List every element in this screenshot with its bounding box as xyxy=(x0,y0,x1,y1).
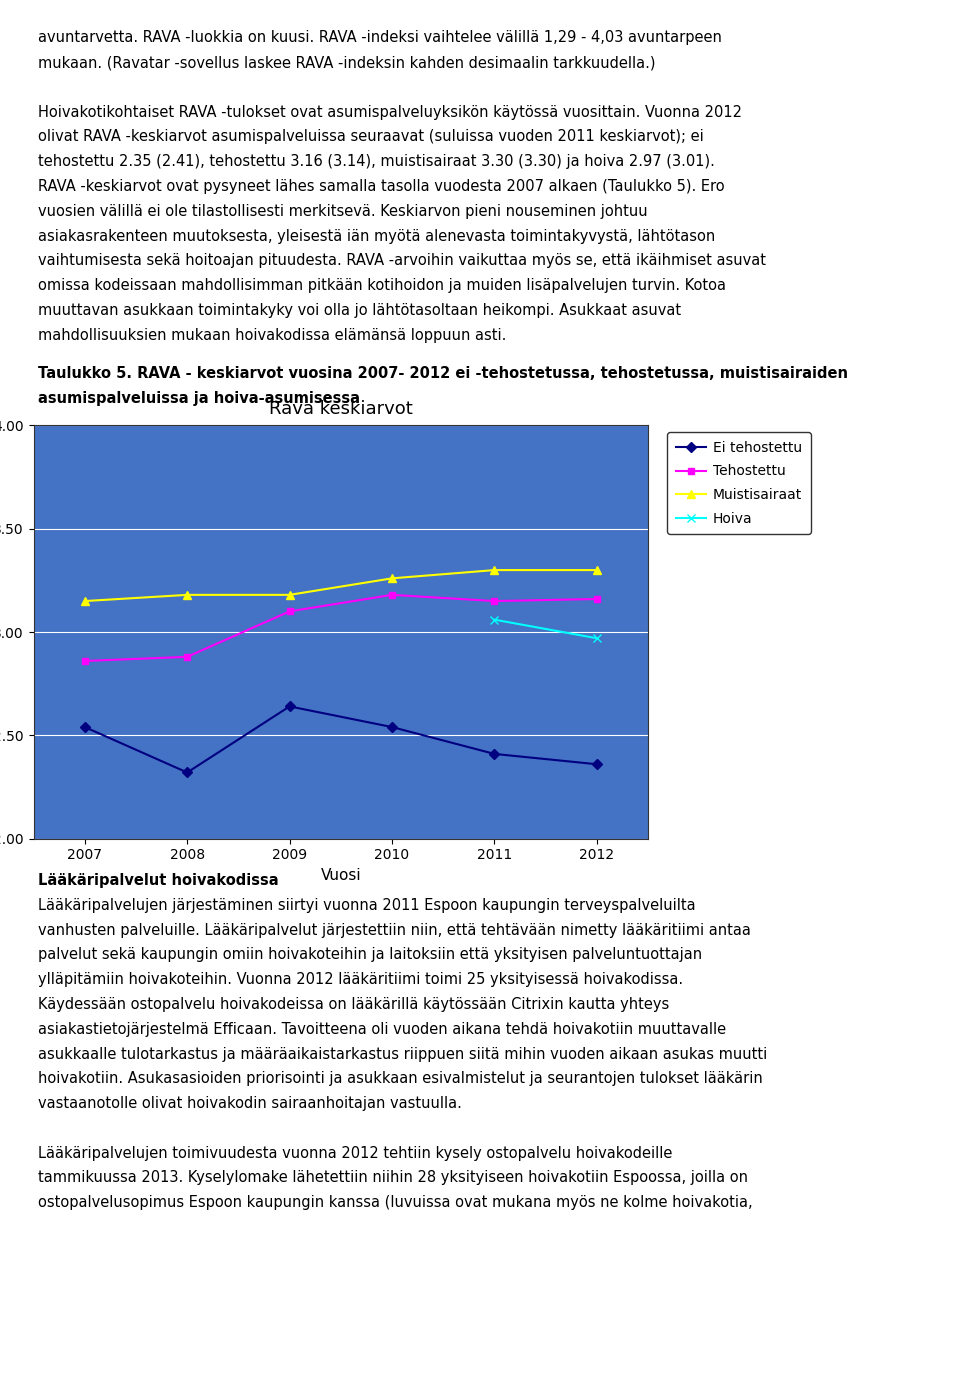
Muistisairaat xyxy=(284,587,296,603)
Text: vastaanotolle olivat hoivakodin sairaanhoitajan vastuulla.: vastaanotolle olivat hoivakodin sairaanh… xyxy=(38,1096,463,1111)
Text: hoivakotiin. Asukasasioiden priorisointi ja asukkaan esivalmistelut ja seurantoj: hoivakotiin. Asukasasioiden priorisointi… xyxy=(38,1071,763,1086)
Text: tammikuussa 2013. Kyselylomake lähetettiin niihin 28 yksityiseen hoivakotiin Esp: tammikuussa 2013. Kyselylomake lähetetti… xyxy=(38,1170,749,1186)
Text: mukaan. (Ravatar -sovellus laskee RAVA -indeksin kahden desimaalin tarkkuudella.: mukaan. (Ravatar -sovellus laskee RAVA -… xyxy=(38,55,656,70)
Muistisairaat xyxy=(181,587,193,603)
Text: olivat RAVA -keskiarvot asumispalveluissa seuraavat (suluissa vuoden 2011 keskia: olivat RAVA -keskiarvot asumispalveluiss… xyxy=(38,129,704,145)
Line: Muistisairaat: Muistisairaat xyxy=(81,566,601,606)
Text: Taulukko 5. RAVA - keskiarvot vuosina 2007- 2012 ei -tehostetussa, tehostetussa,: Taulukko 5. RAVA - keskiarvot vuosina 20… xyxy=(38,366,849,381)
Text: vanhusten palveluille. Lääkäripalvelut järjestettiin niin, että tehtävään nimett: vanhusten palveluille. Lääkäripalvelut j… xyxy=(38,923,752,938)
Line: Hoiva: Hoiva xyxy=(491,616,601,643)
Tehostettu xyxy=(181,649,193,665)
Ei tehostettu xyxy=(386,719,397,735)
X-axis label: Vuosi: Vuosi xyxy=(321,868,361,883)
Text: ostopalvelusopimus Espoon kaupungin kanssa (luvuissa ovat mukana myös ne kolme h: ostopalvelusopimus Espoon kaupungin kans… xyxy=(38,1195,753,1210)
Text: vuosien välillä ei ole tilastollisesti merkitsevä. Keskiarvon pieni nouseminen j: vuosien välillä ei ole tilastollisesti m… xyxy=(38,204,648,219)
Muistisairaat xyxy=(386,570,397,587)
Text: asiakastietojärjestelmä Efficaan. Tavoitteena oli vuoden aikana tehdä hoivakotii: asiakastietojärjestelmä Efficaan. Tavoit… xyxy=(38,1022,727,1037)
Text: ylläpitämiin hoivakoteihin. Vuonna 2012 lääkäritiimi toimi 25 yksityisessä hoiva: ylläpitämiin hoivakoteihin. Vuonna 2012 … xyxy=(38,972,684,987)
Ei tehostettu xyxy=(181,764,193,781)
Line: Tehostettu: Tehostettu xyxy=(82,591,600,665)
Muistisairaat xyxy=(489,562,500,578)
Text: tehostettu 2.35 (2.41), tehostettu 3.16 (3.14), muistisairaat 3.30 (3.30) ja hoi: tehostettu 2.35 (2.41), tehostettu 3.16 … xyxy=(38,154,715,169)
Text: asukkaalle tulotarkastus ja määräaikaistarkastus riippuen siitä mihin vuoden aik: asukkaalle tulotarkastus ja määräaikaist… xyxy=(38,1047,768,1062)
Muistisairaat xyxy=(79,592,90,609)
Text: Lääkäripalvelujen järjestäminen siirtyi vuonna 2011 Espoon kaupungin terveyspalv: Lääkäripalvelujen järjestäminen siirtyi … xyxy=(38,898,696,913)
Tehostettu xyxy=(591,591,603,607)
Line: Ei tehostettu: Ei tehostettu xyxy=(82,702,600,777)
Tehostettu xyxy=(284,603,296,620)
Text: omissa kodeissaan mahdollisimman pitkään kotihoidon ja muiden lisäpalvelujen tur: omissa kodeissaan mahdollisimman pitkään… xyxy=(38,278,727,293)
Muistisairaat xyxy=(591,562,603,578)
Text: asumispalveluissa ja hoiva-asumisessa: asumispalveluissa ja hoiva-asumisessa xyxy=(38,391,360,406)
Hoiva xyxy=(591,631,603,647)
Tehostettu xyxy=(489,592,500,609)
Text: asiakasrakenteen muutoksesta, yleisestä iän myötä alenevasta toimintakyvystä, lä: asiakasrakenteen muutoksesta, yleisestä … xyxy=(38,229,715,244)
Ei tehostettu xyxy=(591,756,603,772)
Tehostettu xyxy=(79,653,90,669)
Text: RAVA -keskiarvot ovat pysyneet lähes samalla tasolla vuodesta 2007 alkaen (Taulu: RAVA -keskiarvot ovat pysyneet lähes sam… xyxy=(38,179,725,194)
Hoiva xyxy=(489,611,500,628)
Ei tehostettu xyxy=(284,698,296,715)
Text: muuttavan asukkaan toimintakyky voi olla jo lähtötasoltaan heikompi. Asukkaat as: muuttavan asukkaan toimintakyky voi olla… xyxy=(38,303,682,318)
Text: avuntarvetta. RAVA -luokkia on kuusi. RAVA -indeksi vaihtelee välillä 1,29 - 4,0: avuntarvetta. RAVA -luokkia on kuusi. RA… xyxy=(38,30,722,45)
Ei tehostettu xyxy=(489,746,500,763)
Tehostettu xyxy=(386,587,397,603)
Text: palvelut sekä kaupungin omiin hoivakoteihin ja laitoksiin että yksityisen palvel: palvelut sekä kaupungin omiin hoivakotei… xyxy=(38,947,703,963)
Ei tehostettu xyxy=(79,719,90,735)
Text: mahdollisuuksien mukaan hoivakodissa elämänsä loppuun asti.: mahdollisuuksien mukaan hoivakodissa elä… xyxy=(38,328,507,343)
Legend: Ei tehostettu, Tehostettu, Muistisairaat, Hoiva: Ei tehostettu, Tehostettu, Muistisairaat… xyxy=(667,432,810,534)
Text: Lääkäripalvelut hoivakodissa: Lääkäripalvelut hoivakodissa xyxy=(38,873,279,888)
Text: Käydessään ostopalvelu hoivakodeissa on lääkärillä käytössään Citrixin kautta yh: Käydessään ostopalvelu hoivakodeissa on … xyxy=(38,997,670,1012)
Text: Hoivakotikohtaiset RAVA -tulokset ovat asumispalveluyksikön käytössä vuosittain.: Hoivakotikohtaiset RAVA -tulokset ovat a… xyxy=(38,105,742,120)
Text: Lääkäripalvelujen toimivuudesta vuonna 2012 tehtiin kysely ostopalvelu hoivakode: Lääkäripalvelujen toimivuudesta vuonna 2… xyxy=(38,1146,673,1161)
Title: Rava keskiarvot: Rava keskiarvot xyxy=(269,401,413,419)
Text: vaihtumisesta sekä hoitoajan pituudesta. RAVA -arvoihin vaikuttaa myös se, että : vaihtumisesta sekä hoitoajan pituudesta.… xyxy=(38,253,766,269)
